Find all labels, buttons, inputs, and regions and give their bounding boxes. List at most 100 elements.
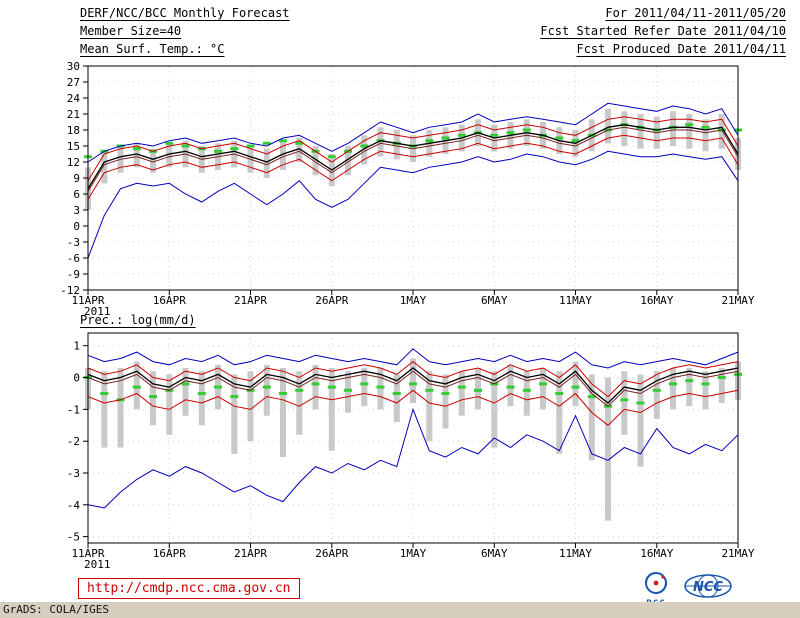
y-tick-label: -1 [67, 403, 80, 416]
x-axis-year-label: 2011 [84, 305, 111, 318]
grads-credit-bar: GrADS: COLA/IGES [0, 602, 800, 618]
series-ensemble-mean [87, 124, 739, 190]
ensemble-spread-bar [653, 371, 660, 419]
plot-title: DERF/NCC/BCC Monthly Forecast [80, 6, 290, 20]
x-tick-label: 16APR [153, 547, 186, 560]
ensemble-spread-bar [572, 361, 579, 407]
x-tick-label: 26APR [315, 294, 348, 307]
x-tick-label: 21APR [234, 294, 267, 307]
x-tick-label: 16MAY [640, 547, 673, 560]
series-upper-quartile [87, 116, 739, 181]
y-tick-label: -2 [67, 435, 80, 448]
refer-date-label: Fcst Started Refer Date 2011/04/10 [540, 24, 786, 38]
ensemble-spread-bar [718, 368, 725, 403]
ensemble-spread-bar [393, 374, 400, 423]
ensemble-spread-bar [621, 111, 628, 146]
x-tick-label: 16APR [153, 294, 186, 307]
ensemble-spread-bar [556, 371, 563, 454]
ensemble-spread-bar [605, 108, 611, 144]
x-tick-label: 1MAY [400, 547, 427, 560]
y-tick-label: 21 [67, 108, 80, 121]
y-tick-label: 27 [67, 76, 80, 89]
ensemble-spread-bar [296, 138, 303, 162]
ensemble-spread-bar [686, 114, 693, 149]
x-tick-label: 26APR [315, 547, 348, 560]
ensemble-spread-bar [345, 371, 351, 413]
ensemble-spread-bar [702, 119, 709, 152]
ensemble-spread-bar [280, 140, 286, 170]
series-upper-quartile [87, 360, 739, 398]
y-tick-label: 1 [73, 340, 80, 353]
ensemble-spread-bar [150, 371, 156, 426]
x-tick-label: 16MAY [640, 294, 673, 307]
ensemble-spread-bar [507, 364, 514, 407]
y-tick-label: 24 [67, 92, 81, 105]
y-tick-label: 18 [67, 124, 80, 137]
ensemble-spread-bar [101, 371, 108, 448]
ncc-logo-icon: NCC [684, 574, 732, 598]
grads-credit-text: GrADS: COLA/IGES [3, 603, 109, 616]
x-tick-label: 11APR [71, 294, 104, 307]
ensemble-spread-bar [670, 368, 676, 410]
ensemble-spread-bar [312, 364, 319, 410]
series-min [87, 407, 739, 509]
ensemble-spread-bar [231, 374, 238, 454]
x-axis-year-label: 2011 [84, 558, 111, 571]
ensemble-spread-bar [621, 371, 628, 435]
ensemble-spread-bar [540, 368, 546, 410]
bcc-logo-icon [645, 572, 667, 594]
x-tick-label: 11MAY [559, 294, 592, 307]
forecast-period: For 2011/04/11-2011/05/20 [605, 6, 786, 20]
header-row-1: DERF/NCC/BCC Monthly Forecast For 2011/0… [80, 6, 786, 20]
y-tick-label: 6 [73, 188, 80, 201]
series-median [87, 370, 739, 407]
ensemble-spread-bar [198, 371, 205, 426]
series-median [87, 126, 739, 192]
y-tick-label: 12 [67, 156, 80, 169]
produced-date-label: Fcst Produced Date 2011/04/11 [576, 42, 786, 56]
ensemble-spread-bar [263, 148, 270, 178]
series-lower-quartile [87, 389, 739, 426]
ensemble-spread-bar [247, 371, 254, 442]
ensemble-spread-bar [491, 371, 498, 448]
temperature-forecast-chart: -12 -9 -6 -3 0 3 6 9 12 15 18 21 24 27 30 11APR 16APR 21A… [60, 60, 755, 318]
y-tick-label: 9 [73, 172, 80, 185]
ensemble-spread-bar [312, 146, 319, 176]
y-tick-label: 3 [73, 204, 80, 217]
ensemble-spread-bar [345, 146, 351, 176]
x-tick-label: 21MAY [721, 547, 754, 560]
y-tick-label: -12 [60, 284, 80, 297]
ensemble-spread-bar [523, 371, 530, 416]
ensemble-spread-bar [166, 374, 173, 435]
x-tick-label: 21APR [234, 547, 267, 560]
ensemble-spread-bar [166, 143, 173, 168]
ensemble-spread-bar [182, 368, 189, 416]
ensemble-spread-bar [361, 135, 368, 165]
y-tick-label: 0 [73, 372, 80, 385]
x-tick-label: 6MAY [481, 294, 508, 307]
series-ensemble-mean [87, 367, 739, 404]
x-tick-label: 11APR [71, 547, 104, 560]
y-tick-label: -4 [67, 499, 81, 512]
precipitation-forecast-chart: -5 -4 -3 -2 -1 0 1 11APR 16APR 21APR 26APR 1MAY 6MAY… [67, 332, 755, 571]
ensemble-spread-bar [101, 151, 108, 184]
ensemble-spread-bar [377, 368, 384, 410]
temp-chart-title: Mean Surf. Temp.: °C [80, 42, 225, 56]
ensemble-spread-bar [588, 374, 595, 461]
ensemble-spread-bar [475, 368, 481, 410]
ensemble-spread-bar [133, 143, 140, 168]
ensemble-spread-bar [296, 371, 303, 435]
ensemble-spread-bar [280, 368, 286, 458]
ensemble-spread-bar [133, 361, 140, 410]
ensemble-spread-bar [605, 377, 611, 521]
series-max [87, 348, 739, 369]
series-lower-quartile [87, 134, 739, 200]
ensemble-spread-bar [442, 374, 449, 429]
ensemble-spread-bar [686, 368, 693, 407]
ensemble-spread-bar [117, 368, 124, 448]
y-tick-label: 30 [67, 60, 80, 73]
ensemble-spread-bar [637, 374, 644, 467]
ensemble-spread-bar [410, 358, 416, 403]
y-tick-label: -3 [67, 236, 80, 249]
ncc-logo-label: NCC [693, 580, 723, 595]
